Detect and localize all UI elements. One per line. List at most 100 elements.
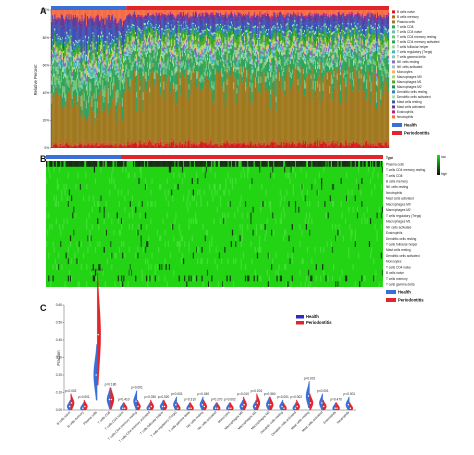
bar-segment (242, 66, 245, 72)
bar-segment (192, 39, 194, 40)
bar-segment (272, 50, 274, 52)
bar-segment (115, 20, 117, 34)
bar-segment (160, 38, 162, 41)
bar-segment (221, 145, 223, 148)
bar-segment (82, 41, 84, 46)
bar-segment (95, 79, 97, 82)
bar-segment (113, 51, 115, 55)
bar-segment (76, 32, 78, 41)
bar-segment (222, 60, 224, 75)
bar-segment (142, 143, 144, 148)
bar-segment (158, 12, 161, 15)
sample-bar (60, 10, 63, 148)
bar-segment (72, 43, 75, 49)
bar-segment (128, 34, 130, 37)
bar-segment (150, 23, 152, 25)
bar-segment (119, 69, 121, 76)
bar-segment (154, 15, 156, 18)
bar-segment (164, 68, 166, 73)
bar-segment (157, 48, 160, 63)
bar-segment (57, 66, 59, 68)
bar-segment (66, 59, 68, 62)
bar-segment (258, 66, 260, 71)
bar-segment (205, 61, 208, 69)
sample-bar (97, 10, 100, 148)
bar-segment (247, 60, 249, 63)
bar-segment (223, 50, 225, 53)
bar-segment (170, 87, 173, 139)
bar-segment (136, 143, 138, 148)
bar-segment (51, 75, 53, 81)
bar-segment (155, 12, 157, 17)
bar-segment (260, 51, 262, 54)
bar-segment (257, 27, 259, 33)
bar-segment (88, 143, 90, 148)
bar-segment (276, 39, 278, 42)
sample-bar (73, 10, 76, 148)
bar-segment (279, 33, 282, 42)
bar-segment (81, 55, 83, 58)
bar-segment (146, 67, 149, 79)
bar-segment (106, 52, 108, 54)
bar-segment (264, 80, 266, 83)
bar-segment (140, 26, 142, 32)
bar-segment (239, 40, 241, 42)
bar-segment (72, 64, 75, 68)
bar-segment (93, 36, 95, 41)
bar-segment (93, 111, 95, 143)
bar-segment (248, 145, 250, 148)
bar-segment (79, 26, 81, 40)
bar-segment (181, 44, 184, 47)
bar-segment (169, 57, 172, 60)
bar-segment (215, 39, 217, 41)
bar-segment (155, 31, 157, 34)
bar-segment (80, 81, 82, 83)
sample-bar (157, 10, 160, 148)
bar-segment (56, 56, 58, 59)
bar-segment (89, 144, 91, 146)
bar-segment (68, 80, 70, 87)
bar-segment (187, 138, 189, 142)
bar-segment (151, 57, 153, 59)
bar-segment (237, 12, 239, 14)
bar-segment (89, 69, 91, 75)
bar-segment (241, 76, 244, 81)
bar-segment (274, 13, 276, 23)
bar-segment (224, 31, 226, 34)
bar-segment (127, 84, 129, 138)
bar-segment (259, 37, 261, 39)
bar-segment (120, 26, 123, 36)
bar-segment (216, 36, 218, 39)
bar-segment (146, 12, 149, 15)
bar-segment (82, 10, 84, 21)
bar-segment (241, 41, 244, 45)
bar-segment (227, 33, 229, 38)
bar-segment (262, 13, 264, 15)
bar-segment (139, 66, 141, 87)
bar-segment (152, 50, 154, 63)
bar-segment (267, 54, 270, 59)
bar-segment (96, 71, 99, 73)
bar-segment (285, 32, 287, 38)
bar-segment (122, 49, 125, 51)
bar-segment (201, 34, 203, 39)
bar-segment (71, 71, 73, 72)
bar-segment (259, 42, 261, 46)
bar-segment (185, 55, 187, 62)
bar-segment (241, 80, 244, 143)
bar-segment (93, 74, 95, 78)
bar-segment (137, 65, 139, 76)
bar-segment (57, 83, 59, 96)
bar-segment (242, 79, 245, 141)
bar-segment (194, 43, 197, 45)
bar-segment (285, 40, 287, 42)
bar-segment (93, 35, 95, 37)
bar-segment (261, 10, 263, 14)
bar-segment (61, 37, 64, 39)
bar-segment (262, 19, 264, 27)
bar-segment (84, 54, 87, 59)
bar-segment (231, 15, 234, 18)
bar-segment (199, 10, 201, 13)
bar-segment (116, 65, 118, 72)
bar-segment (167, 27, 169, 29)
